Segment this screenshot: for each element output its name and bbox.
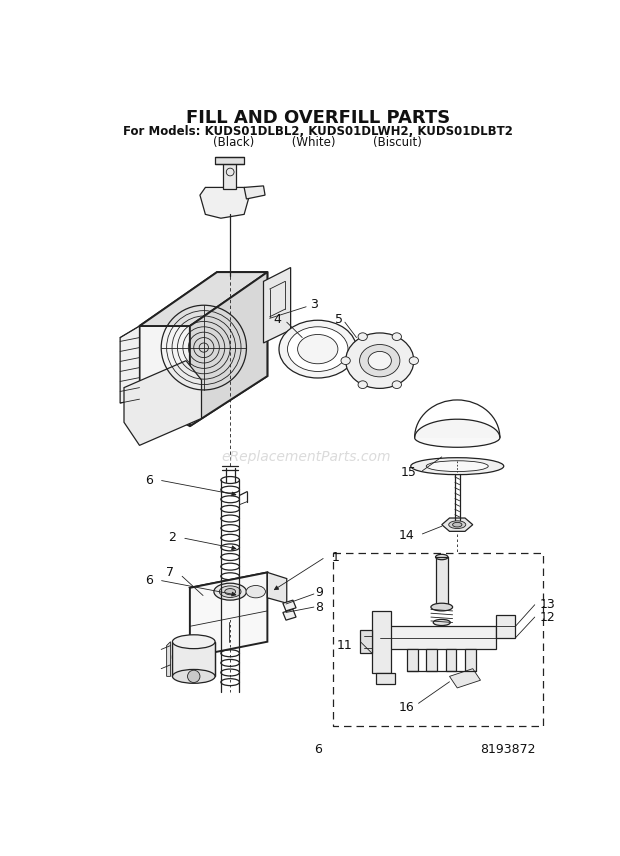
Ellipse shape [172,669,215,683]
Text: 3: 3 [310,298,318,311]
Polygon shape [120,326,140,403]
Text: FILL AND OVERFILL PARTS: FILL AND OVERFILL PARTS [185,109,450,128]
Ellipse shape [298,335,338,364]
Text: 8: 8 [316,601,323,614]
Polygon shape [283,600,296,611]
Polygon shape [167,642,170,676]
Ellipse shape [410,458,503,474]
Polygon shape [376,673,396,684]
Ellipse shape [435,555,448,560]
Text: For Models: KUDS01DLBL2, KUDS01DLWH2, KUDS01DLBT2: For Models: KUDS01DLBL2, KUDS01DLWH2, KU… [123,125,513,138]
Text: 11: 11 [337,639,353,652]
Ellipse shape [214,583,247,600]
Polygon shape [190,573,280,611]
Text: eReplacementParts.com: eReplacementParts.com [221,450,391,464]
Polygon shape [465,650,476,671]
Ellipse shape [433,620,450,626]
Text: 8193872: 8193872 [480,743,536,756]
Polygon shape [450,669,480,688]
Polygon shape [216,157,244,164]
Polygon shape [190,272,267,426]
Ellipse shape [224,589,236,595]
Text: 2: 2 [168,532,176,544]
Ellipse shape [409,357,419,365]
Polygon shape [283,609,296,620]
Ellipse shape [172,635,215,649]
Text: 6: 6 [145,473,153,486]
Polygon shape [427,650,437,671]
Polygon shape [496,615,515,638]
Ellipse shape [341,357,350,365]
Polygon shape [172,642,215,676]
Text: 15: 15 [401,466,416,479]
Text: 7: 7 [166,566,174,579]
Ellipse shape [219,586,241,597]
Text: 5: 5 [335,313,343,326]
Text: 16: 16 [399,701,415,714]
Ellipse shape [279,320,356,378]
Ellipse shape [177,645,210,669]
Polygon shape [244,186,265,199]
Text: 12: 12 [539,610,555,623]
Polygon shape [190,573,267,657]
Polygon shape [441,518,472,532]
Polygon shape [264,268,291,343]
Text: 13: 13 [539,598,555,611]
Text: 6: 6 [314,743,322,756]
Ellipse shape [415,428,500,448]
Polygon shape [407,650,418,671]
Ellipse shape [358,333,367,341]
Polygon shape [372,611,391,673]
Ellipse shape [172,641,215,674]
Ellipse shape [453,522,462,527]
Polygon shape [223,163,236,189]
Text: 1: 1 [332,550,340,563]
Ellipse shape [392,333,402,341]
Polygon shape [267,573,286,603]
Polygon shape [200,187,249,218]
Text: 6: 6 [145,574,153,586]
Text: (Black)          (White)          (Biscuit): (Black) (White) (Biscuit) [213,136,422,149]
Text: 14: 14 [399,529,415,542]
Ellipse shape [392,381,402,389]
Polygon shape [140,272,267,326]
Polygon shape [140,272,267,426]
Ellipse shape [431,603,453,611]
Polygon shape [360,630,372,653]
Ellipse shape [427,461,489,472]
Ellipse shape [246,586,265,597]
Text: 9: 9 [316,586,323,599]
Ellipse shape [288,327,348,372]
Ellipse shape [358,381,367,389]
Text: 4: 4 [273,313,281,326]
Polygon shape [446,650,456,671]
Polygon shape [124,360,202,445]
Polygon shape [415,419,500,437]
Ellipse shape [449,520,466,528]
Polygon shape [435,557,448,607]
Ellipse shape [360,344,400,377]
Polygon shape [379,627,496,650]
Ellipse shape [346,333,414,389]
Ellipse shape [368,352,391,370]
Circle shape [187,670,200,682]
